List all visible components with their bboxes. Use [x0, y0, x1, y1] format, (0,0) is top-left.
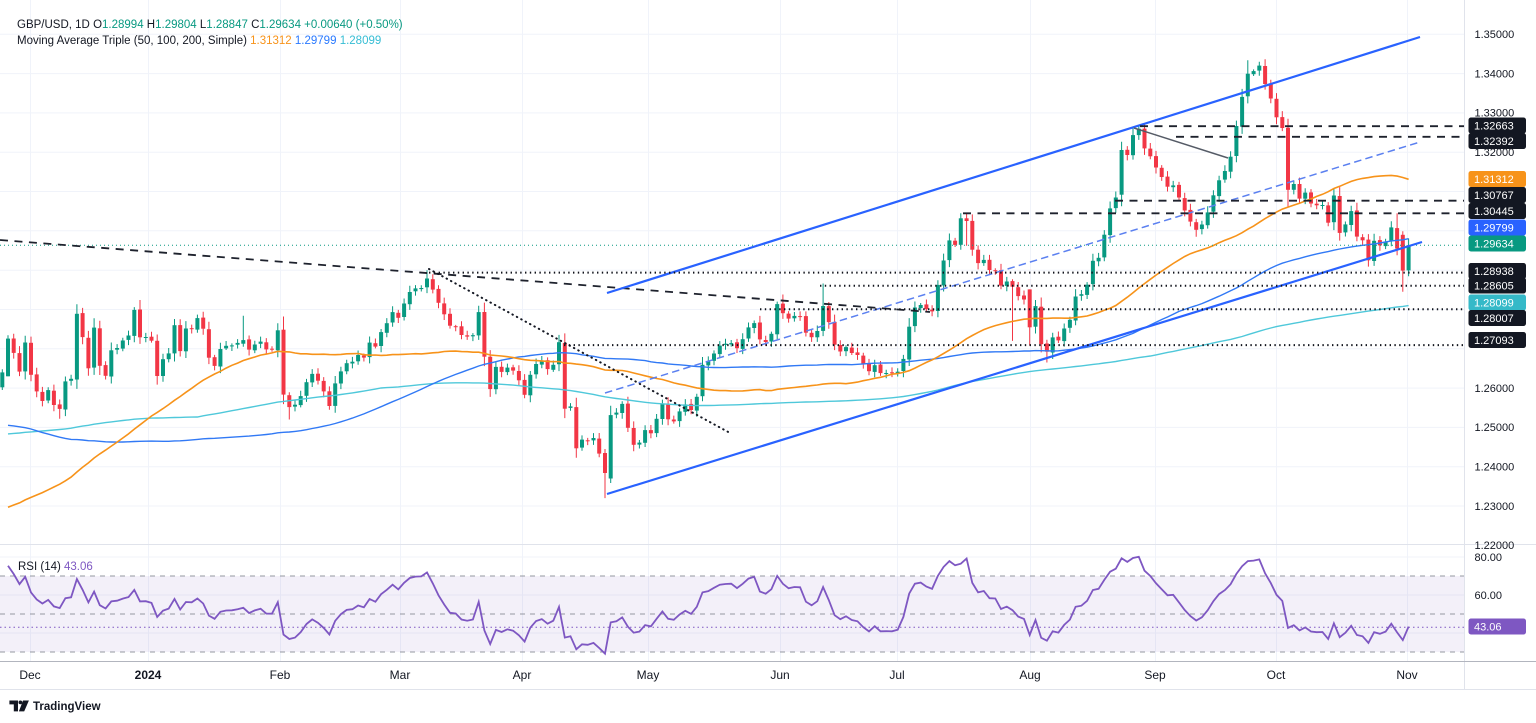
- svg-text:Oct: Oct: [1267, 668, 1286, 682]
- svg-text:Jul: Jul: [889, 668, 904, 682]
- svg-text:1.32663: 1.32663: [1474, 121, 1514, 133]
- svg-text:Nov: Nov: [1396, 668, 1417, 682]
- svg-text:1.28007: 1.28007: [1474, 313, 1514, 325]
- svg-text:1.28938: 1.28938: [1474, 266, 1514, 278]
- svg-text:1.34000: 1.34000: [1475, 68, 1515, 80]
- svg-text:1.29799: 1.29799: [1474, 223, 1514, 235]
- svg-text:1.29634: 1.29634: [1474, 239, 1514, 251]
- svg-text:Sep: Sep: [1144, 668, 1166, 682]
- svg-text:1.23000: 1.23000: [1475, 501, 1515, 513]
- svg-text:1.33000: 1.33000: [1475, 108, 1515, 120]
- svg-text:Aug: Aug: [1019, 668, 1040, 682]
- svg-text:Feb: Feb: [270, 668, 291, 682]
- svg-text:Moving Average Triple (50, 100: Moving Average Triple (50, 100, 200, Sim…: [17, 35, 381, 47]
- svg-text:80.00: 80.00: [1475, 552, 1503, 564]
- svg-text:1.32392: 1.32392: [1474, 136, 1514, 148]
- svg-text:1.32000: 1.32000: [1475, 147, 1515, 159]
- svg-text:May: May: [637, 668, 660, 682]
- svg-text:1.25000: 1.25000: [1475, 422, 1515, 434]
- svg-text:1.26000: 1.26000: [1475, 383, 1515, 395]
- svg-text:1.35000: 1.35000: [1475, 29, 1515, 41]
- svg-text:1.30767: 1.30767: [1474, 190, 1514, 202]
- svg-text:1.24000: 1.24000: [1475, 462, 1515, 474]
- svg-text:1.28605: 1.28605: [1474, 281, 1514, 293]
- svg-text:1.22000: 1.22000: [1475, 540, 1515, 552]
- svg-text:Apr: Apr: [513, 668, 532, 682]
- svg-text:GBP/USD, 1D O1.28994 H1.29804: GBP/USD, 1D O1.28994 H1.29804 L1.28847 C…: [17, 19, 403, 31]
- svg-text:43.06: 43.06: [1474, 622, 1502, 634]
- svg-text:RSI (14) 43.06: RSI (14) 43.06: [18, 561, 93, 573]
- svg-text:TradingView: TradingView: [33, 701, 101, 713]
- svg-text:Mar: Mar: [390, 668, 411, 682]
- svg-text:1.31312: 1.31312: [1474, 174, 1514, 186]
- svg-text:60.00: 60.00: [1475, 590, 1503, 602]
- svg-text:Dec: Dec: [19, 668, 40, 682]
- svg-text:Jun: Jun: [770, 668, 789, 682]
- svg-text:2024: 2024: [135, 668, 162, 682]
- svg-text:1.28099: 1.28099: [1474, 298, 1514, 310]
- svg-text:1.27093: 1.27093: [1474, 335, 1514, 347]
- svg-text:1.30445: 1.30445: [1474, 206, 1514, 218]
